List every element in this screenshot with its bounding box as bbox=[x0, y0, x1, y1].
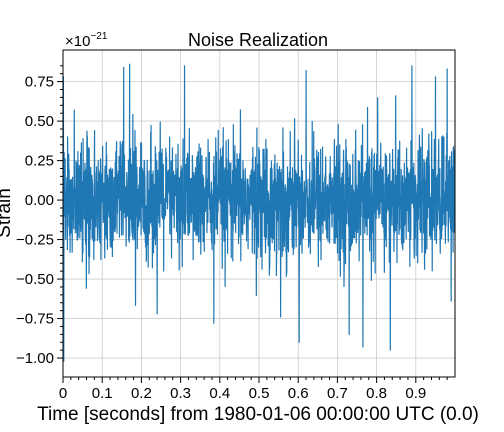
y-tick-label: 0.75 bbox=[25, 74, 54, 91]
x-tick-label: 0.7 bbox=[327, 385, 348, 402]
x-tick-label: 0.1 bbox=[92, 385, 113, 402]
x-tick-label: 0.8 bbox=[366, 385, 387, 402]
y-tick-label: −0.50 bbox=[16, 271, 54, 288]
x-tick-label: 0.3 bbox=[170, 385, 191, 402]
series-layer bbox=[62, 63, 456, 362]
x-tick-label: 0.6 bbox=[288, 385, 309, 402]
x-tick-label: 0.4 bbox=[209, 385, 230, 402]
y-tick-label: 0.50 bbox=[25, 113, 54, 130]
ticks: 0 0.1 0.2 0.3 0.4 0.5 0.6 0.7 0.8 0.9 −1.00 −0.75 −0… bbox=[16, 65, 448, 402]
strain-series-line bbox=[62, 63, 456, 362]
y-tick-label: 0.25 bbox=[25, 153, 54, 170]
y-exponent-label: ×10−21 bbox=[65, 31, 108, 50]
chart-title: Noise Realization bbox=[188, 30, 328, 50]
y-tick-label: 0.00 bbox=[25, 192, 54, 209]
x-axis-label: Time [seconds] from 1980-01-06 00:00:00 … bbox=[37, 404, 479, 425]
y-tick-label: −1.00 bbox=[16, 350, 54, 367]
y-exponent-power: −21 bbox=[90, 31, 107, 42]
x-tick-label: 0.5 bbox=[249, 385, 270, 402]
x-tick-label: 0.2 bbox=[131, 385, 152, 402]
y-tick-label: −0.25 bbox=[16, 232, 54, 249]
y-axis-label: Strain bbox=[0, 188, 15, 238]
x-tick-label: 0 bbox=[59, 385, 67, 402]
y-exponent-base: ×10 bbox=[65, 33, 90, 50]
y-tick-label: −0.75 bbox=[16, 311, 54, 328]
x-tick-label: 0.9 bbox=[405, 385, 426, 402]
